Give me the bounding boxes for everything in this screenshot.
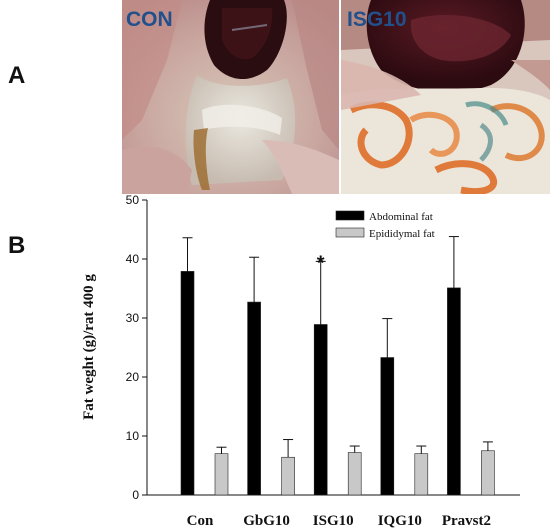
photo-isg10: ISG10	[341, 0, 550, 194]
error-bars	[182, 236, 493, 458]
chart-axes	[146, 200, 520, 496]
category-label-isg10: ISG10	[313, 513, 354, 529]
bar-epididymal-pravst2	[481, 450, 495, 496]
category-label-iqg10: IQG10	[378, 513, 422, 529]
bar-epididymal-iqg10	[414, 453, 429, 496]
bar-abdominal-con	[180, 271, 195, 496]
category-label-gbg10: GbG10	[243, 513, 290, 529]
bar-epididymal-gbg10	[281, 456, 295, 496]
chart-legend: Abdominal fat Epididymal fat	[335, 210, 435, 240]
bar-abdominal-pravst2	[447, 287, 461, 496]
y-tick-label: 50	[126, 193, 140, 207]
legend-label-epididymal: Epididymal fat	[369, 228, 435, 240]
bar-abdominal-gbg10	[247, 301, 261, 496]
bar-abdominal-iqg10	[380, 357, 395, 496]
bar-epididymal-con	[214, 453, 229, 496]
photo-isg10-image	[341, 0, 550, 194]
bar-abdominal-isg10	[313, 324, 328, 496]
bars	[180, 271, 495, 496]
category-label-con: Con	[187, 513, 214, 529]
y-ticks: 0 10 20 30 40 50	[126, 193, 147, 502]
photo-con-label: CON	[126, 8, 173, 31]
y-tick-label: 30	[126, 311, 140, 325]
significance-star: *	[317, 252, 325, 274]
annotations: *	[317, 252, 325, 274]
legend-swatch-abdominal	[335, 210, 365, 221]
photo-con: CON	[122, 0, 339, 194]
category-labels: Con GbG10 ISG10 IQG10 Pravst2	[187, 513, 491, 529]
y-tick-label: 0	[132, 488, 139, 502]
photo-isg10-label: ISG10	[347, 8, 407, 31]
y-axis-label: Fat weght (g)/rat 400 g	[81, 274, 97, 420]
panel-b-letter: B	[8, 232, 26, 259]
panel-a-letter: A	[8, 62, 26, 89]
y-tick-label: 20	[126, 370, 140, 384]
legend-label-abdominal: Abdominal fat	[369, 211, 433, 223]
bar-epididymal-isg10	[347, 452, 362, 496]
category-label-pravst2: Pravst2	[442, 513, 491, 529]
legend-swatch-epididymal	[335, 227, 365, 238]
photo-con-image	[122, 0, 339, 194]
y-tick-label: 10	[126, 429, 140, 443]
y-tick-label: 40	[126, 252, 140, 266]
